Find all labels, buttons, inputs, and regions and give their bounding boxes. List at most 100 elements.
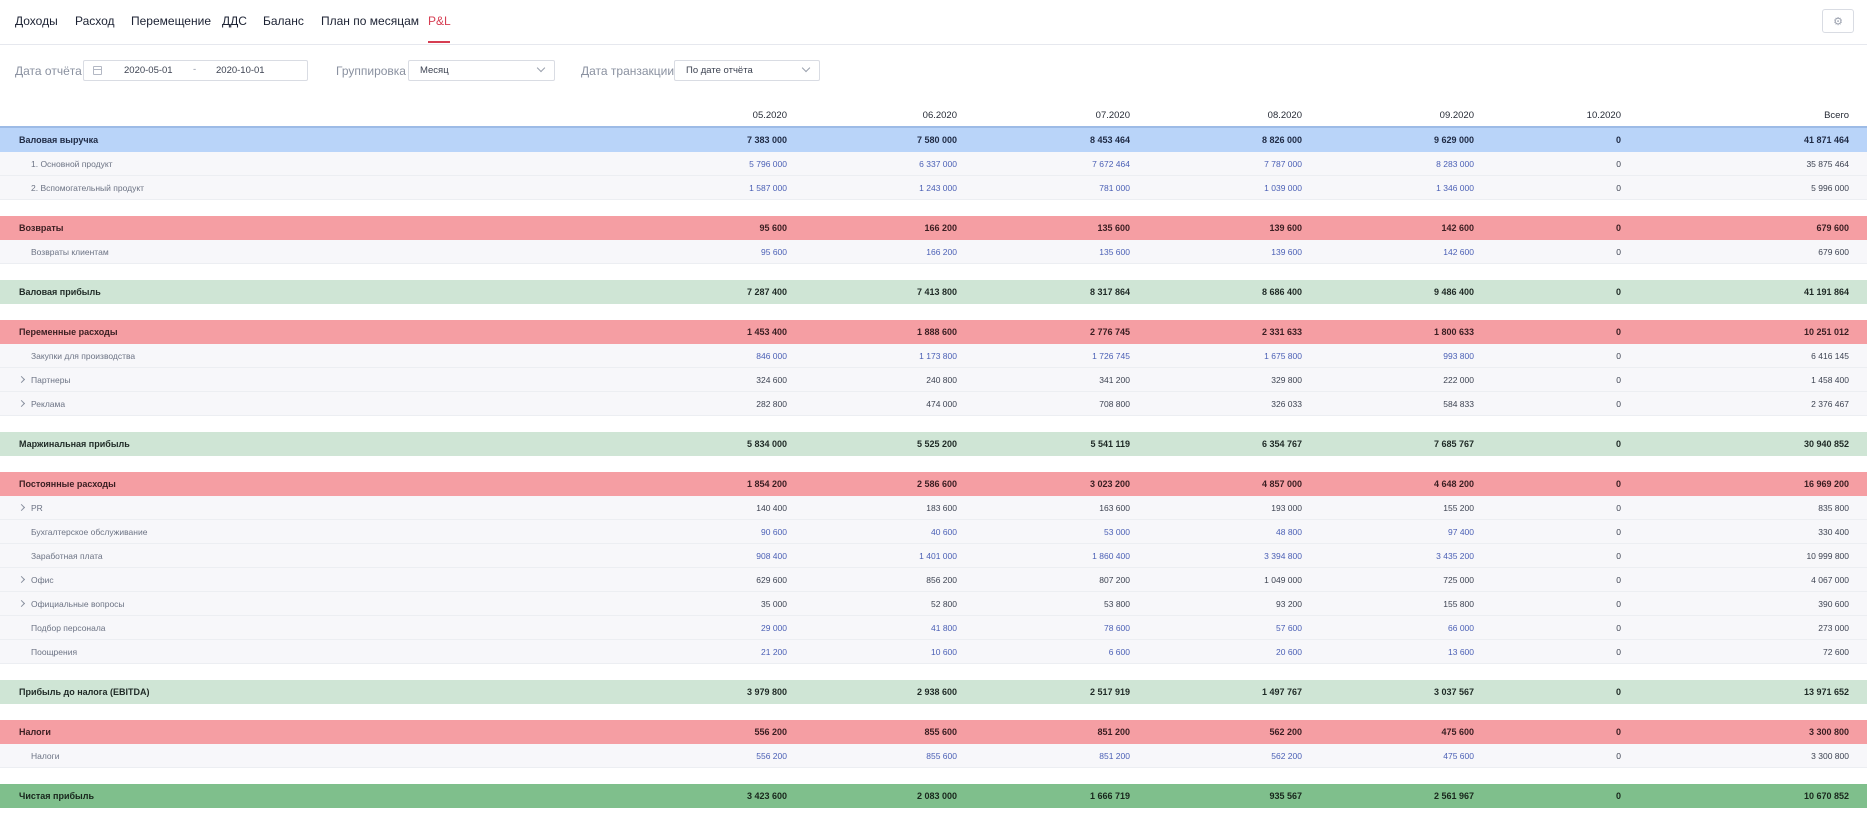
cell-value[interactable]: 993 800 bbox=[1443, 351, 1474, 361]
cell-value: 41 191 864 bbox=[1803, 287, 1849, 297]
cell-value[interactable]: 562 200 bbox=[1271, 751, 1302, 761]
tab-pnl[interactable]: P&L bbox=[428, 14, 451, 28]
cell-value: 10 251 012 bbox=[1803, 327, 1849, 337]
table-row[interactable]: 1. Основной продукт 5 796 000 6 337 000 7 6… bbox=[0, 152, 1867, 176]
cell-value[interactable]: 1 675 800 bbox=[1264, 351, 1302, 361]
cell-value: 2 938 600 bbox=[916, 687, 957, 697]
cell-value[interactable]: 21 200 bbox=[761, 647, 787, 657]
cell-value[interactable]: 53 000 bbox=[1104, 527, 1130, 537]
table-row[interactable]: 2. Вспомогательный продукт 1 587 000 1 243… bbox=[0, 176, 1867, 200]
cell-value: 52 800 bbox=[931, 599, 957, 609]
table-row[interactable]: Поощрения 21 200 10 600 6 600 20 600 13 600 0 7… bbox=[0, 640, 1867, 664]
tab-monthly-plan[interactable]: План по месяцам bbox=[321, 14, 419, 28]
grouping-value: Месяц bbox=[420, 65, 449, 76]
transaction-date-select[interactable]: По дате отчёта bbox=[674, 60, 820, 81]
cell-value[interactable]: 3 394 800 bbox=[1264, 551, 1302, 561]
cell-value[interactable]: 139 600 bbox=[1271, 247, 1302, 257]
tab-expense[interactable]: Расход bbox=[75, 14, 115, 28]
cell-value: 5 996 000 bbox=[1811, 183, 1849, 193]
cell-value[interactable]: 908 400 bbox=[756, 551, 787, 561]
cell-value: 0 bbox=[1616, 623, 1621, 633]
cell-value[interactable]: 1 401 000 bbox=[919, 551, 957, 561]
cell-value[interactable]: 1 173 800 bbox=[919, 351, 957, 361]
cell-value[interactable]: 29 000 bbox=[761, 623, 787, 633]
cell-value[interactable]: 142 600 bbox=[1443, 247, 1474, 257]
cell-value[interactable]: 8 283 000 bbox=[1436, 159, 1474, 169]
cell-value: 6 354 767 bbox=[1261, 439, 1302, 449]
table-row[interactable]: Офис 629 600 856 200 807 200 1 049 000 725 00… bbox=[0, 568, 1867, 592]
cell-value[interactable]: 95 600 bbox=[761, 247, 787, 257]
cell-value[interactable]: 48 800 bbox=[1276, 527, 1302, 537]
table-row[interactable]: Возвраты клиентам 95 600 166 200 135 600 139… bbox=[0, 240, 1867, 264]
settings-button[interactable]: ⚙ bbox=[1822, 9, 1854, 33]
table-row[interactable]: Заработная плата 908 400 1 401 000 1 860 40… bbox=[0, 544, 1867, 568]
cell-value[interactable]: 851 200 bbox=[1099, 751, 1130, 761]
cell-value[interactable]: 78 600 bbox=[1104, 623, 1130, 633]
cell-value: 193 000 bbox=[1271, 503, 1302, 513]
chevron-right-icon[interactable] bbox=[17, 375, 26, 384]
cell-value[interactable]: 1 587 000 bbox=[749, 183, 787, 193]
cell-value: 390 600 bbox=[1818, 599, 1849, 609]
cell-value[interactable]: 41 800 bbox=[931, 623, 957, 633]
table-row[interactable]: Реклама 282 800 474 000 708 800 326 033 584 8… bbox=[0, 392, 1867, 416]
cell-value[interactable]: 97 400 bbox=[1448, 527, 1474, 537]
tab-balance[interactable]: Баланс bbox=[263, 14, 304, 28]
cell-value[interactable]: 1 726 745 bbox=[1092, 351, 1130, 361]
cell-value[interactable]: 13 600 bbox=[1448, 647, 1474, 657]
cell-value: 7 685 767 bbox=[1433, 439, 1474, 449]
date-from-input[interactable]: 2020-05-01 bbox=[124, 65, 173, 76]
cell-value[interactable]: 5 796 000 bbox=[749, 159, 787, 169]
chevron-right-icon[interactable] bbox=[17, 575, 26, 584]
gear-icon: ⚙ bbox=[1833, 15, 1843, 28]
table-row[interactable]: Налоги 556 200 855 600 851 200 562 200 475 60… bbox=[0, 744, 1867, 768]
cell-value[interactable]: 1 243 000 bbox=[919, 183, 957, 193]
date-to-input[interactable]: 2020-10-01 bbox=[216, 65, 265, 76]
table-row[interactable]: PR 140 400 183 600 163 600 193 000 155 200 0 83… bbox=[0, 496, 1867, 520]
table-row[interactable]: Бухгалтерское обслуживание 90 600 40 600 53… bbox=[0, 520, 1867, 544]
cell-value[interactable]: 90 600 bbox=[761, 527, 787, 537]
cell-value: 240 800 bbox=[926, 375, 957, 385]
cell-value[interactable]: 855 600 bbox=[926, 751, 957, 761]
cell-value[interactable]: 3 435 200 bbox=[1436, 551, 1474, 561]
table-group-row: Налоги 556 200 855 600 851 200 562 200 475 60… bbox=[0, 720, 1867, 744]
tab-income[interactable]: Доходы bbox=[15, 14, 58, 28]
chevron-right-icon[interactable] bbox=[17, 599, 26, 608]
cell-value[interactable]: 781 000 bbox=[1099, 183, 1130, 193]
cell-value[interactable]: 57 600 bbox=[1276, 623, 1302, 633]
report-date-range-picker[interactable]: 2020-05-01 - 2020-10-01 bbox=[83, 60, 308, 81]
table-row[interactable]: Партнеры 324 600 240 800 341 200 329 800 222 … bbox=[0, 368, 1867, 392]
cell-value[interactable]: 846 000 bbox=[756, 351, 787, 361]
grouping-select[interactable]: Месяц bbox=[408, 60, 555, 81]
chevron-right-icon[interactable] bbox=[17, 503, 26, 512]
tab-cashflow[interactable]: ДДС bbox=[222, 14, 247, 28]
cell-value: 324 600 bbox=[756, 375, 787, 385]
cell-value[interactable]: 135 600 bbox=[1099, 247, 1130, 257]
table-row[interactable]: Официальные вопросы 35 000 52 800 53 800 93 … bbox=[0, 592, 1867, 616]
cell-value[interactable]: 1 039 000 bbox=[1264, 183, 1302, 193]
cell-value[interactable]: 1 860 400 bbox=[1092, 551, 1130, 561]
cell-value: 2 586 600 bbox=[916, 479, 957, 489]
cell-value[interactable]: 6 600 bbox=[1108, 647, 1130, 657]
cell-value[interactable]: 7 672 464 bbox=[1092, 159, 1130, 169]
cell-value: 5 541 119 bbox=[1090, 439, 1130, 449]
cell-value[interactable]: 475 600 bbox=[1443, 751, 1474, 761]
cell-value[interactable]: 40 600 bbox=[931, 527, 957, 537]
cell-value: 629 600 bbox=[756, 575, 787, 585]
cell-value[interactable]: 66 000 bbox=[1448, 623, 1474, 633]
cell-value[interactable]: 6 337 000 bbox=[919, 159, 957, 169]
cell-value[interactable]: 1 346 000 bbox=[1436, 183, 1474, 193]
cell-value[interactable]: 556 200 bbox=[756, 751, 787, 761]
cell-value: 679 600 bbox=[1816, 223, 1849, 233]
cell-value[interactable]: 166 200 bbox=[926, 247, 957, 257]
cell-value: 155 800 bbox=[1443, 599, 1474, 609]
cell-value: 183 600 bbox=[926, 503, 957, 513]
chevron-right-icon[interactable] bbox=[17, 399, 26, 408]
cell-value[interactable]: 20 600 bbox=[1276, 647, 1302, 657]
cell-value[interactable]: 7 787 000 bbox=[1264, 159, 1302, 169]
table-row[interactable]: Подбор персонала 29 000 41 800 78 600 57 600… bbox=[0, 616, 1867, 640]
tab-transfer[interactable]: Перемещение bbox=[131, 14, 211, 28]
cell-value: 7 383 000 bbox=[746, 135, 787, 145]
cell-value[interactable]: 10 600 bbox=[931, 647, 957, 657]
table-row[interactable]: Закупки для производства 846 000 1 173 800… bbox=[0, 344, 1867, 368]
cell-value: 35 000 bbox=[761, 599, 787, 609]
